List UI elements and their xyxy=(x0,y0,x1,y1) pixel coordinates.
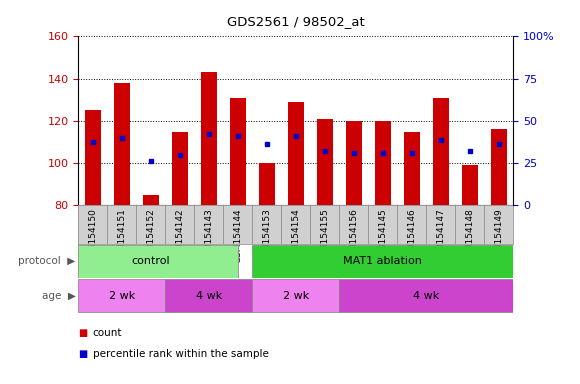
Bar xyxy=(230,98,246,205)
Bar xyxy=(85,111,101,205)
Bar xyxy=(491,129,507,205)
Text: ■: ■ xyxy=(78,328,88,338)
Bar xyxy=(114,83,130,205)
Text: GSM154151: GSM154151 xyxy=(117,209,126,263)
Text: 4 wk: 4 wk xyxy=(413,291,440,301)
Bar xyxy=(346,121,362,205)
Bar xyxy=(78,279,165,312)
Text: percentile rank within the sample: percentile rank within the sample xyxy=(93,349,269,359)
Bar xyxy=(165,279,252,312)
Text: GSM154143: GSM154143 xyxy=(204,209,213,263)
Text: 2 wk: 2 wk xyxy=(108,291,135,301)
Text: protocol  ▶: protocol ▶ xyxy=(18,256,75,266)
Text: GSM154155: GSM154155 xyxy=(320,209,329,263)
Text: GDS2561 / 98502_at: GDS2561 / 98502_at xyxy=(227,15,365,28)
Bar xyxy=(339,279,513,312)
Text: GSM154142: GSM154142 xyxy=(175,209,184,263)
Bar xyxy=(172,131,188,205)
Bar xyxy=(259,163,275,205)
Text: GSM154146: GSM154146 xyxy=(407,209,416,263)
Text: count: count xyxy=(93,328,122,338)
Text: age  ▶: age ▶ xyxy=(42,291,75,301)
Text: control: control xyxy=(132,256,170,266)
Text: MAT1 ablation: MAT1 ablation xyxy=(343,256,422,266)
Text: ■: ■ xyxy=(78,349,88,359)
Text: GSM154153: GSM154153 xyxy=(262,209,271,263)
Bar xyxy=(404,131,420,205)
Text: 4 wk: 4 wk xyxy=(195,291,222,301)
Bar xyxy=(462,166,478,205)
Text: GSM154156: GSM154156 xyxy=(349,209,358,263)
Bar xyxy=(252,245,513,278)
Text: 2 wk: 2 wk xyxy=(282,291,309,301)
Bar xyxy=(433,98,449,205)
Text: GSM154149: GSM154149 xyxy=(494,209,503,263)
Bar xyxy=(375,121,391,205)
Text: GSM154147: GSM154147 xyxy=(436,209,445,263)
Bar xyxy=(317,119,333,205)
Bar xyxy=(78,245,238,278)
Bar xyxy=(252,279,339,312)
Text: GSM154150: GSM154150 xyxy=(88,209,97,263)
Text: GSM154152: GSM154152 xyxy=(146,209,155,263)
Text: GSM154148: GSM154148 xyxy=(465,209,474,263)
Text: GSM154144: GSM154144 xyxy=(233,209,242,263)
Bar xyxy=(143,195,159,205)
Bar xyxy=(201,73,217,205)
Text: GSM154145: GSM154145 xyxy=(378,209,387,263)
Bar xyxy=(288,102,304,205)
Text: GSM154154: GSM154154 xyxy=(291,209,300,263)
